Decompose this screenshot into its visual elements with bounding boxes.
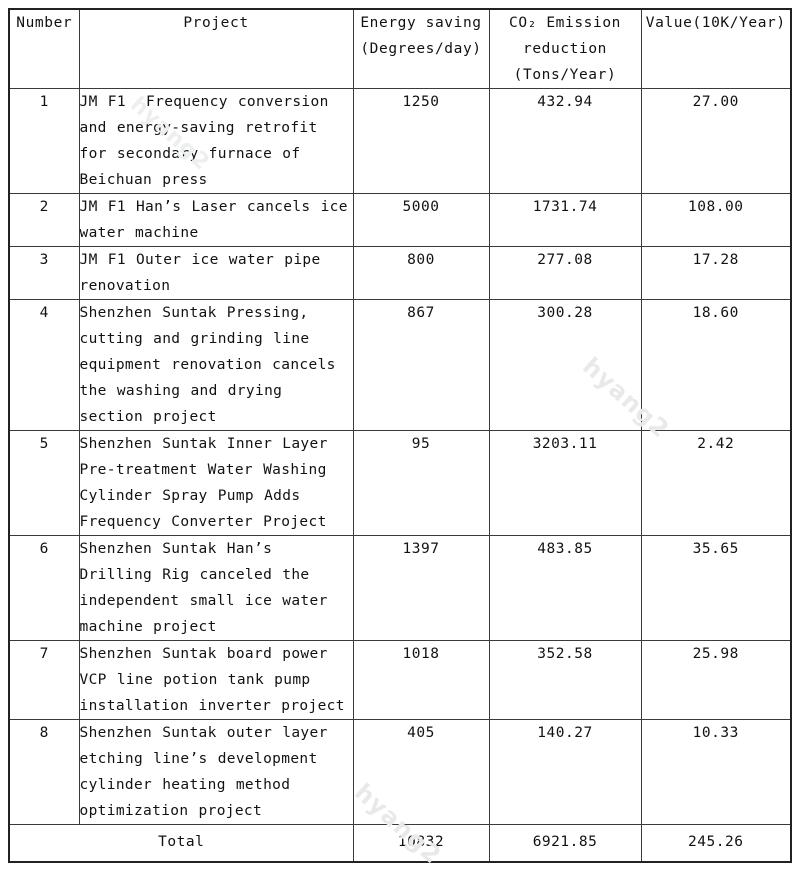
column-header-number: Number <box>8 8 80 89</box>
cell-project-line: Shenzhen Suntak board power <box>79 646 328 662</box>
cell-project-line: the washing and drying <box>79 383 283 399</box>
cell-energy: 1397 <box>352 535 490 641</box>
column-header-value: Value(10K/Year) <box>640 8 792 89</box>
cell-project: Shenzhen Suntak outer layer etching line’… <box>78 719 354 825</box>
cell-value: 35.65 <box>640 535 792 641</box>
cell-project-line: independent small ice water <box>79 593 328 609</box>
cell-number: 3 <box>8 246 80 300</box>
table-row: 7 Shenzhen Suntak board power VCP line pot… <box>8 640 792 720</box>
cell-project-line: renovation <box>79 278 171 294</box>
cell-project-line: JM F1 Han’s Laser cancels ice <box>79 199 348 215</box>
cell-value: 25.98 <box>640 640 792 720</box>
cell-project: Shenzhen Suntak Han’s Drilling Rig cancel… <box>78 535 354 641</box>
cell-value: 17.28 <box>640 246 792 300</box>
column-header-line: Number <box>16 15 73 31</box>
table-container: Number Project Energy saving (Degrees/day) C… <box>8 8 792 863</box>
cell-project-line: equipment renovation cancels <box>79 357 336 373</box>
total-value: 245.26 <box>640 824 792 863</box>
table-header: Number Project Energy saving (Degrees/day) C… <box>8 8 792 89</box>
cell-project-line: and energy-saving retrofit <box>79 120 318 136</box>
table-row: 6 Shenzhen Suntak Han’s Drilling Rig cance… <box>8 535 792 641</box>
cell-number: 4 <box>8 299 80 431</box>
cell-number: 7 <box>8 640 80 720</box>
cell-project-line: Pre-treatment Water Washing <box>79 462 327 478</box>
cell-co2: 277.08 <box>488 246 642 300</box>
table-row: 5 Shenzhen Suntak Inner Layer Pre-treatmen… <box>8 430 792 536</box>
cell-value: 108.00 <box>640 193 792 247</box>
table-total-row: Total 10832 6921.85 245.26 <box>8 824 792 863</box>
cell-project-line: Shenzhen Suntak Pressing, <box>79 305 309 321</box>
column-header-line: CO₂ Emission <box>509 15 621 31</box>
cell-project-line: Drilling Rig canceled the <box>79 567 310 583</box>
cell-value: 10.33 <box>640 719 792 825</box>
cell-co2: 432.94 <box>488 88 642 194</box>
cell-value: 18.60 <box>640 299 792 431</box>
column-header-line: Energy saving <box>360 15 482 31</box>
cell-project-line: JM F1 Frequency conversion <box>79 94 329 110</box>
cell-project: Shenzhen Suntak Pressing, cutting and gri… <box>78 299 354 431</box>
cell-number: 5 <box>8 430 80 536</box>
column-header-energy: Energy saving (Degrees/day) <box>352 8 490 89</box>
cell-project-line: Shenzhen Suntak outer layer <box>79 725 328 741</box>
cell-co2: 352.58 <box>488 640 642 720</box>
column-header-line: reduction <box>523 41 607 57</box>
cell-project: JM F1 Frequency conversion and energy-sav… <box>78 88 354 194</box>
column-header-line: Project <box>183 15 249 31</box>
column-header-co2: CO₂ Emission reduction (Tons/Year) <box>488 8 642 89</box>
cell-energy: 1018 <box>352 640 490 720</box>
cell-project: Shenzhen Suntak board power VCP line poti… <box>78 640 354 720</box>
total-label: Total <box>8 824 354 863</box>
cell-project-line: installation inverter project <box>79 698 345 714</box>
table-body: 1 JM F1 Frequency conversion and energy-sa… <box>8 88 792 863</box>
cell-project-line: Shenzhen Suntak Inner Layer <box>79 436 328 452</box>
column-header-project: Project <box>78 8 354 89</box>
table-row: 2 JM F1 Han’s Laser cancels ice water mach… <box>8 193 792 247</box>
cell-project-line: section project <box>79 409 217 425</box>
cell-project-line: Beichuan press <box>79 172 208 188</box>
table-header-row: Number Project Energy saving (Degrees/day) C… <box>8 8 792 89</box>
cell-co2: 1731.74 <box>488 193 642 247</box>
cell-energy: 800 <box>352 246 490 300</box>
table-row: 8 Shenzhen Suntak outer layer etching line… <box>8 719 792 825</box>
column-header-line: (Degrees/day) <box>360 41 482 57</box>
cell-number: 8 <box>8 719 80 825</box>
cell-project-line: optimization project <box>79 803 263 819</box>
cell-energy: 95 <box>352 430 490 536</box>
cell-project-line: etching line’s development <box>79 751 318 767</box>
table-row: 3 JM F1 Outer ice water pipe renovation 800… <box>8 246 792 300</box>
cell-project-line: JM F1 Outer ice water pipe <box>79 252 321 268</box>
cell-energy: 405 <box>352 719 490 825</box>
cell-number: 6 <box>8 535 80 641</box>
cell-project: Shenzhen Suntak Inner Layer Pre-treatment… <box>78 430 354 536</box>
column-header-line: (Tons/Year) <box>513 67 617 83</box>
cell-value: 27.00 <box>640 88 792 194</box>
cell-co2: 140.27 <box>488 719 642 825</box>
cell-project-line: Frequency Converter Project <box>79 514 327 530</box>
table-row: 1 JM F1 Frequency conversion and energy-sa… <box>8 88 792 194</box>
cell-number: 2 <box>8 193 80 247</box>
table-row: 4 Shenzhen Suntak Pressing, cutting and gr… <box>8 299 792 431</box>
cell-project: JM F1 Han’s Laser cancels ice water machi… <box>78 193 354 247</box>
cell-project-line: cutting and grinding line <box>79 331 310 347</box>
cell-value: 2.42 <box>640 430 792 536</box>
total-energy: 10832 <box>352 824 490 863</box>
cell-project-line: for secondary furnace of <box>79 146 301 162</box>
energy-saving-projects-table: Number Project Energy saving (Degrees/day) C… <box>8 8 792 863</box>
column-header-line: Value(10K/Year) <box>645 15 786 31</box>
total-co2: 6921.85 <box>488 824 642 863</box>
cell-project-line: Cylinder Spray Pump Adds <box>79 488 301 504</box>
cell-project-line: machine project <box>79 619 217 635</box>
cell-co2: 483.85 <box>488 535 642 641</box>
cell-project-line: cylinder heating method <box>79 777 291 793</box>
cell-project-line: VCP line potion tank pump <box>79 672 311 688</box>
cell-project: JM F1 Outer ice water pipe renovation <box>78 246 354 300</box>
cell-co2: 300.28 <box>488 299 642 431</box>
cell-project-line: water machine <box>79 225 199 241</box>
cell-energy: 1250 <box>352 88 490 194</box>
cell-number: 1 <box>8 88 80 194</box>
cell-project-line: Shenzhen Suntak Han’s <box>79 541 273 557</box>
cell-co2: 3203.11 <box>488 430 642 536</box>
cell-energy: 867 <box>352 299 490 431</box>
cell-energy: 5000 <box>352 193 490 247</box>
